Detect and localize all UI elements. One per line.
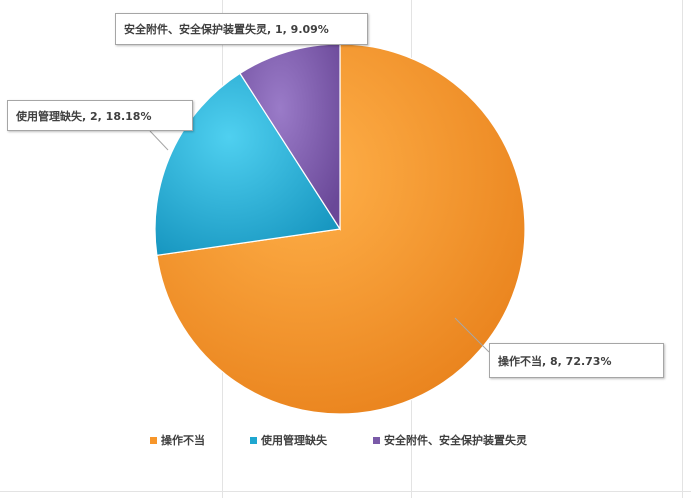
legend-item-management-missing: 使用管理缺失 xyxy=(250,432,327,448)
pie-slice-management-missing xyxy=(154,72,342,257)
legend-swatch xyxy=(150,436,157,444)
legend-swatch xyxy=(373,436,380,444)
legend-item-safety-device-failure: 安全附件、安全保护装置失灵 xyxy=(373,432,527,448)
legend: 操作不当 使用管理缺失 安全附件、安全保护装置失灵 xyxy=(0,432,691,448)
leader-line-operation-error xyxy=(454,317,490,353)
leader-line-management-missing xyxy=(149,130,169,151)
pie-slice-operation-error xyxy=(156,43,526,415)
legend-item-operation-error: 操作不当 xyxy=(150,432,205,448)
data-label-safety-device-failure: 安全附件、安全保护装置失灵, 1, 9.09% xyxy=(115,13,368,45)
data-label-management-missing: 使用管理缺失, 2, 18.18% xyxy=(7,100,193,131)
data-label-operation-error: 操作不当, 8, 72.73% xyxy=(489,343,664,378)
sheet-gridline xyxy=(682,0,683,498)
legend-swatch xyxy=(250,436,257,444)
sheet-gridline xyxy=(0,491,691,492)
